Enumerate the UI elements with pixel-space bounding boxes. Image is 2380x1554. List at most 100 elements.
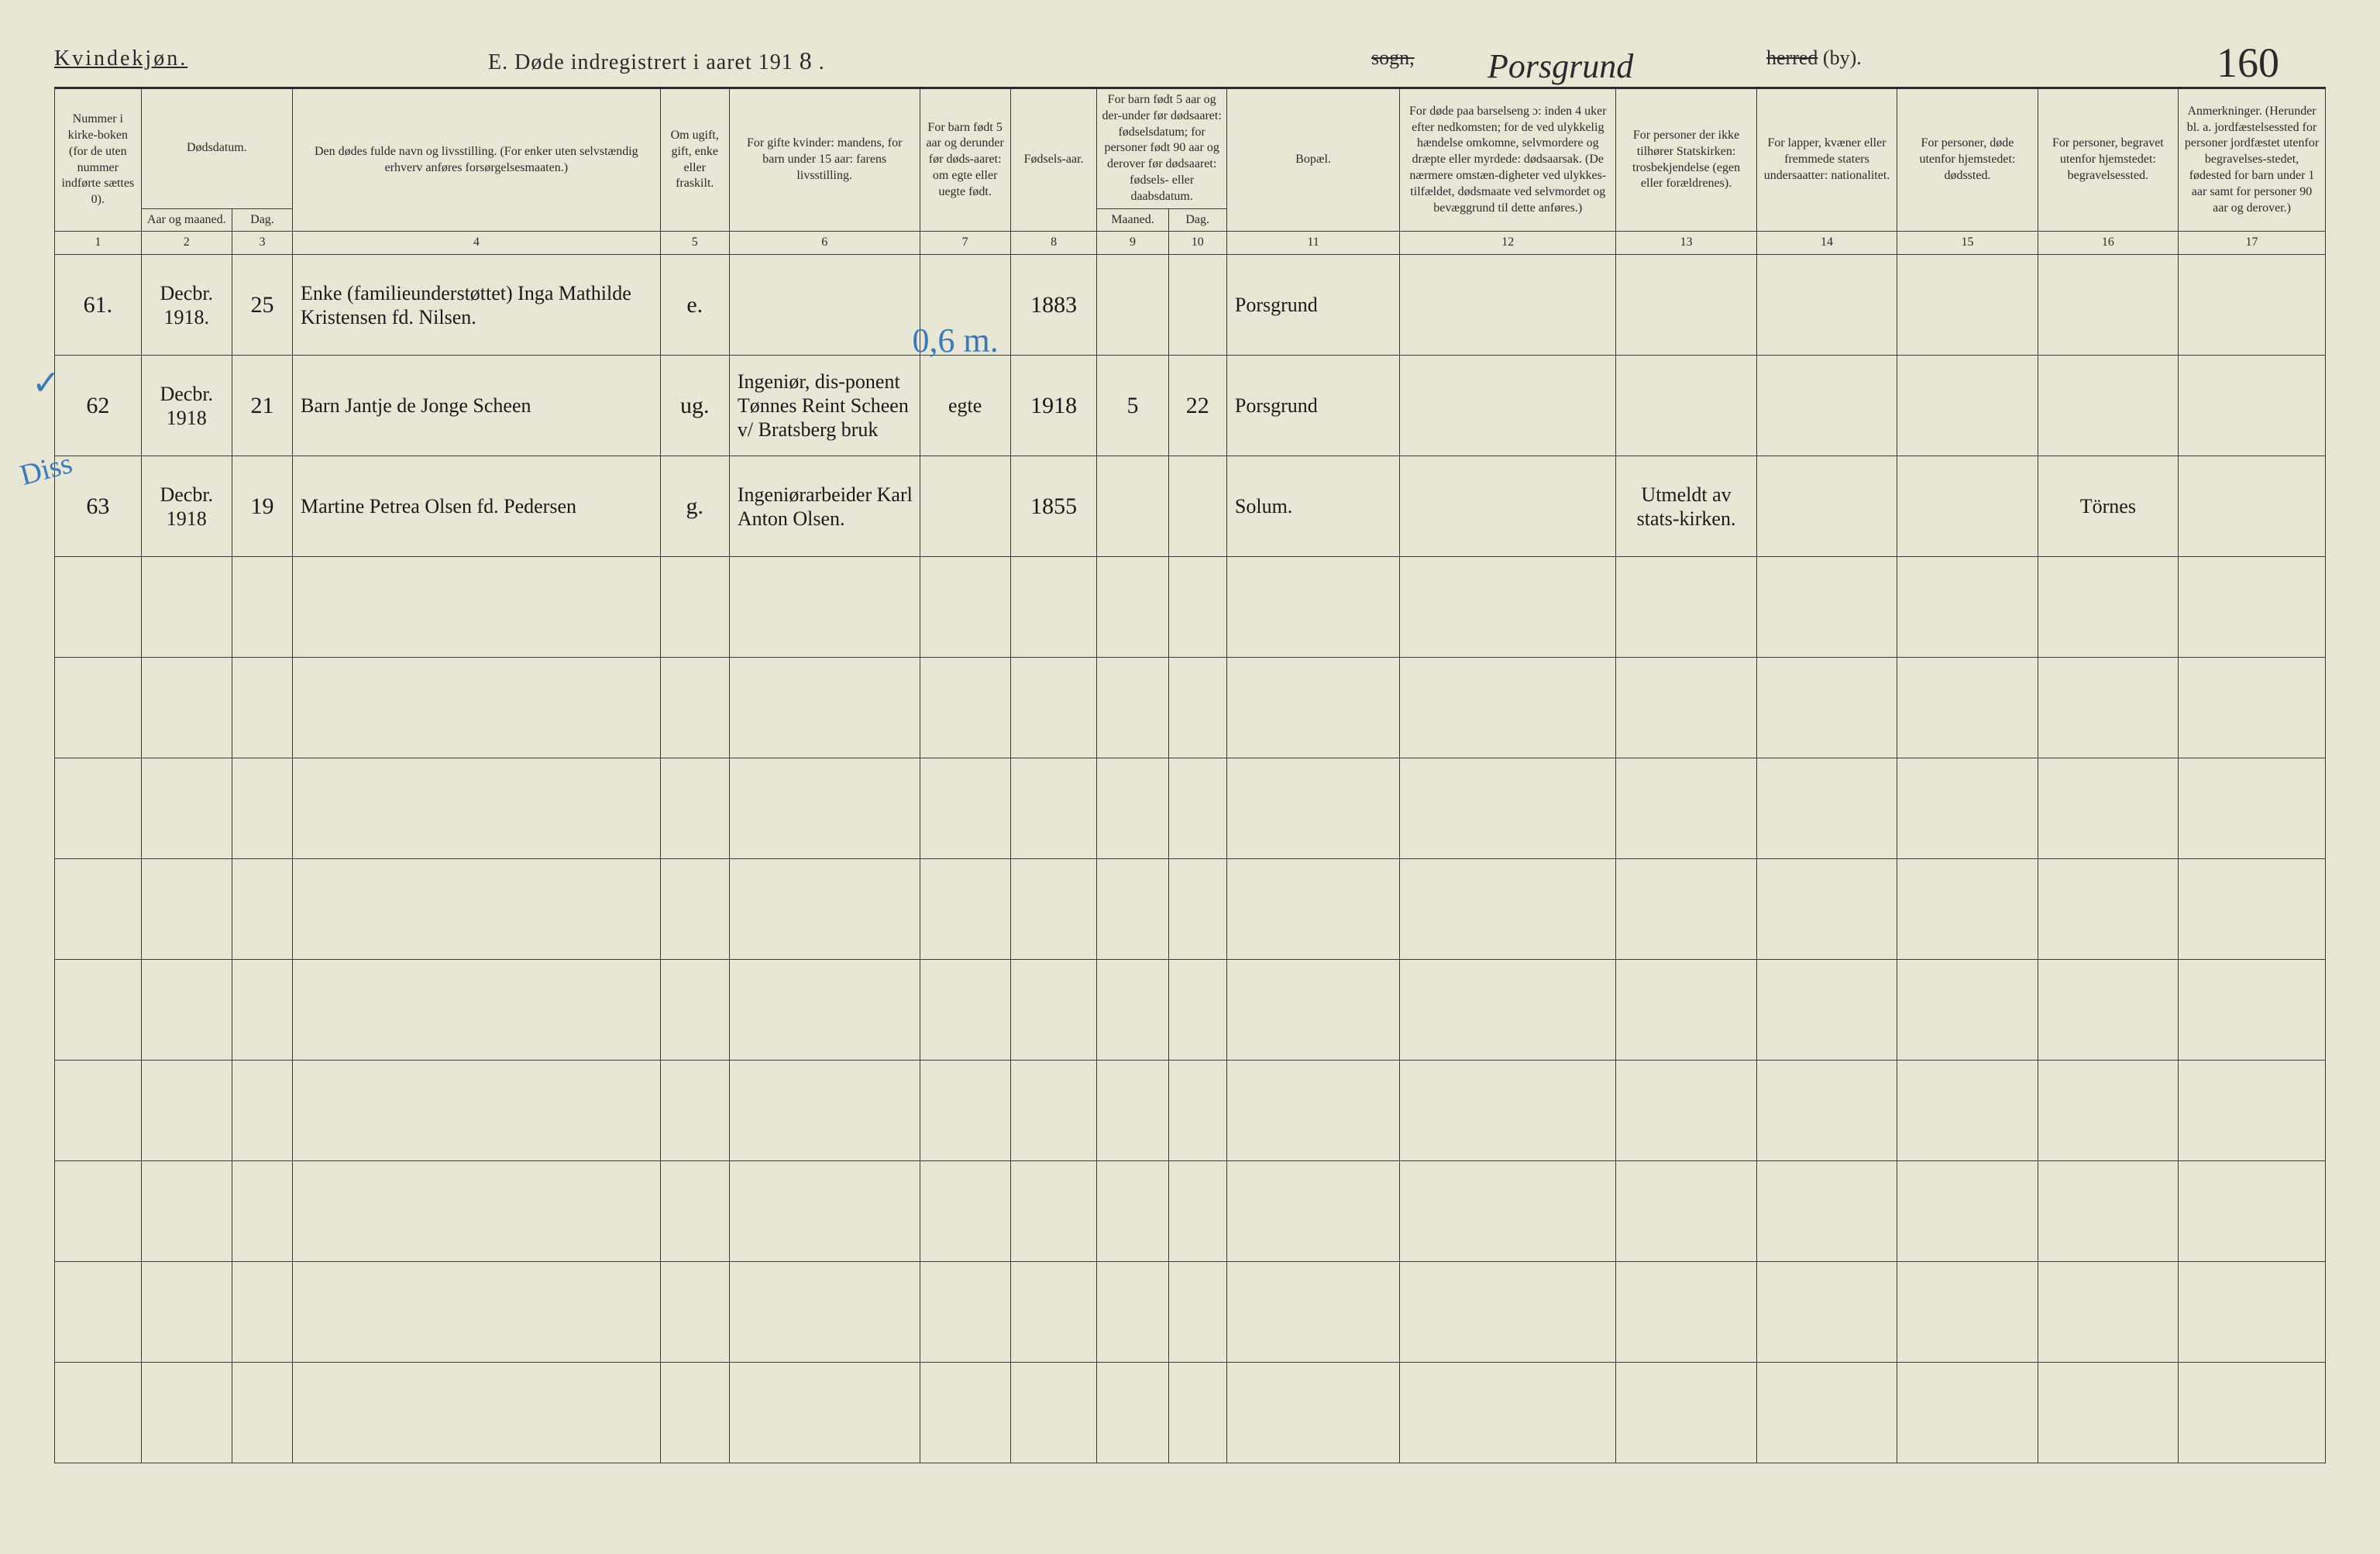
cell-birthday: [1168, 456, 1226, 557]
col-header-name: Den dødes fulde navn og livsstilling. (F…: [293, 88, 661, 232]
cell-spouse: Ingeniør, dis-ponent Tønnes Reint Scheen…: [729, 356, 920, 456]
col-header-day: Dag.: [232, 208, 292, 232]
cell-legit: 0,6 m. egte: [920, 356, 1010, 456]
colnum: 10: [1168, 232, 1226, 255]
col-header-status: Om ugift, gift, enke eller fraskilt.: [660, 88, 729, 232]
cell-birthmonth: [1097, 255, 1168, 356]
cell-faith: Utmeldt av stats-kirken.: [1616, 456, 1756, 557]
colnum: 2: [141, 232, 232, 255]
cell-faith: [1616, 255, 1756, 356]
table-row-empty: [55, 1262, 2326, 1363]
cell-birthyear: 1883: [1010, 255, 1097, 356]
table-body: 61. Decbr. 1918. 25 Enke (familieunderst…: [55, 255, 2326, 1463]
table-row: Diss 63 Decbr. 1918 19 Martine Petrea Ol…: [55, 456, 2326, 557]
parish-name: Porsgrund: [1488, 46, 1633, 86]
register-page: Kvindekjøn. E. Døde indregistrert i aare…: [15, 15, 2365, 1539]
table-row-empty: [55, 859, 2326, 960]
colnum: 11: [1226, 232, 1399, 255]
cell-birthmonth: [1097, 456, 1168, 557]
col-header-deathplace: For personer, døde utenfor hjemstedet: d…: [1897, 88, 2038, 232]
colnum: 17: [2179, 232, 2326, 255]
cell-nationality: [1756, 456, 1897, 557]
cell-residence: Porsgrund: [1226, 255, 1399, 356]
cell-deathplace: [1897, 356, 2038, 456]
col-header-birthyear: Fødsels-aar.: [1010, 88, 1097, 232]
cell-remarks: [2179, 456, 2326, 557]
col-header-yearmonth: Aar og maaned.: [141, 208, 232, 232]
cell-day: 25: [232, 255, 292, 356]
cell-number: ✓ 62: [55, 356, 142, 456]
herred-label: herred (by).: [1766, 46, 1862, 70]
cell-residence: Porsgrund: [1226, 356, 1399, 456]
col-header-remarks: Anmerkninger. (Herunder bl. a. jordfæste…: [2179, 88, 2326, 232]
table-row: 61. Decbr. 1918. 25 Enke (familieunderst…: [55, 255, 2326, 356]
column-number-row: 1 2 3 4 5 6 7 8 9 10 11 12 13 14 15 16 1…: [55, 232, 2326, 255]
cell-birthmonth: 5: [1097, 356, 1168, 456]
col-header-cause: For døde paa barselseng ɔ: inden 4 uker …: [1400, 88, 1616, 232]
colnum: 15: [1897, 232, 2038, 255]
cell-name: Martine Petrea Olsen fd. Pedersen: [293, 456, 661, 557]
age-annotation: 0,6 m.: [913, 321, 999, 362]
col-header-birthdate: For barn født 5 aar og der-under før død…: [1097, 88, 1226, 209]
colnum: 5: [660, 232, 729, 255]
colnum: 1: [55, 232, 142, 255]
col-header-number: Nummer i kirke-boken (for de uten nummer…: [55, 88, 142, 232]
cell-residence: Solum.: [1226, 456, 1399, 557]
colnum: 8: [1010, 232, 1097, 255]
table-row-empty: [55, 1161, 2326, 1262]
cell-faith: [1616, 356, 1756, 456]
cell-remarks: [2179, 356, 2326, 456]
cell-day: 19: [232, 456, 292, 557]
cell-cause: [1400, 356, 1616, 456]
cell-nationality: [1756, 255, 1897, 356]
table-row-empty: [55, 658, 2326, 758]
cell-yearmonth: Decbr. 1918: [141, 356, 232, 456]
cell-burial: [2038, 356, 2178, 456]
title-prefix: E. Døde indregistrert i aaret 191: [488, 50, 793, 74]
table-header: Nummer i kirke-boken (for de uten nummer…: [55, 88, 2326, 255]
colnum: 4: [293, 232, 661, 255]
cell-yearmonth: Decbr. 1918.: [141, 255, 232, 356]
col-header-burial: For personer, begravet utenfor hjemstede…: [2038, 88, 2178, 232]
cell-burial: [2038, 255, 2178, 356]
cell-birthday: [1168, 255, 1226, 356]
colnum: 14: [1756, 232, 1897, 255]
col-header-faith: For personer der ikke tilhører Statskirk…: [1616, 88, 1756, 232]
cell-day: 21: [232, 356, 292, 456]
cell-cause: [1400, 255, 1616, 356]
cell-birthyear: 1855: [1010, 456, 1097, 557]
cell-status: ug.: [660, 356, 729, 456]
col-header-residence: Bopæl.: [1226, 88, 1399, 232]
col-header-nationality: For lapper, kvæner eller fremmede stater…: [1756, 88, 1897, 232]
table-row-empty: [55, 758, 2326, 859]
title-year: 8: [800, 46, 813, 74]
header-row: Kvindekjøn. E. Døde indregistrert i aare…: [54, 46, 2326, 71]
cell-name: Barn Jantje de Jonge Scheen: [293, 356, 661, 456]
diss-mark: Diss: [16, 446, 76, 494]
cell-burial: Törnes: [2038, 456, 2178, 557]
colnum: 13: [1616, 232, 1756, 255]
page-title: E. Døde indregistrert i aaret 191 8 .: [488, 46, 825, 75]
title-suffix: .: [819, 50, 825, 74]
cell-spouse: Ingeniørarbeider Karl Anton Olsen.: [729, 456, 920, 557]
table-row: ✓ 62 Decbr. 1918 21 Barn Jantje de Jonge…: [55, 356, 2326, 456]
gender-label: Kvindekjøn.: [54, 46, 187, 71]
register-table: Nummer i kirke-boken (for de uten nummer…: [54, 87, 2326, 1463]
colnum: 6: [729, 232, 920, 255]
cell-deathplace: [1897, 456, 2038, 557]
table-row-empty: [55, 1061, 2326, 1161]
page-number: 160: [2217, 39, 2279, 87]
cell-remarks: [2179, 255, 2326, 356]
sogn-label: sogn,: [1371, 46, 1415, 70]
col-header-deathdate: Dødsdatum.: [141, 88, 292, 209]
col-header-birthday: Dag.: [1168, 208, 1226, 232]
cell-spouse: [729, 255, 920, 356]
cell-cause: [1400, 456, 1616, 557]
cell-number: 61.: [55, 255, 142, 356]
cell-birthday: 22: [1168, 356, 1226, 456]
colnum: 12: [1400, 232, 1616, 255]
cell-birthyear: 1918: [1010, 356, 1097, 456]
cell-number: Diss 63: [55, 456, 142, 557]
cell-name: Enke (familieunderstøttet) Inga Mathilde…: [293, 255, 661, 356]
table-row-empty: [55, 960, 2326, 1061]
